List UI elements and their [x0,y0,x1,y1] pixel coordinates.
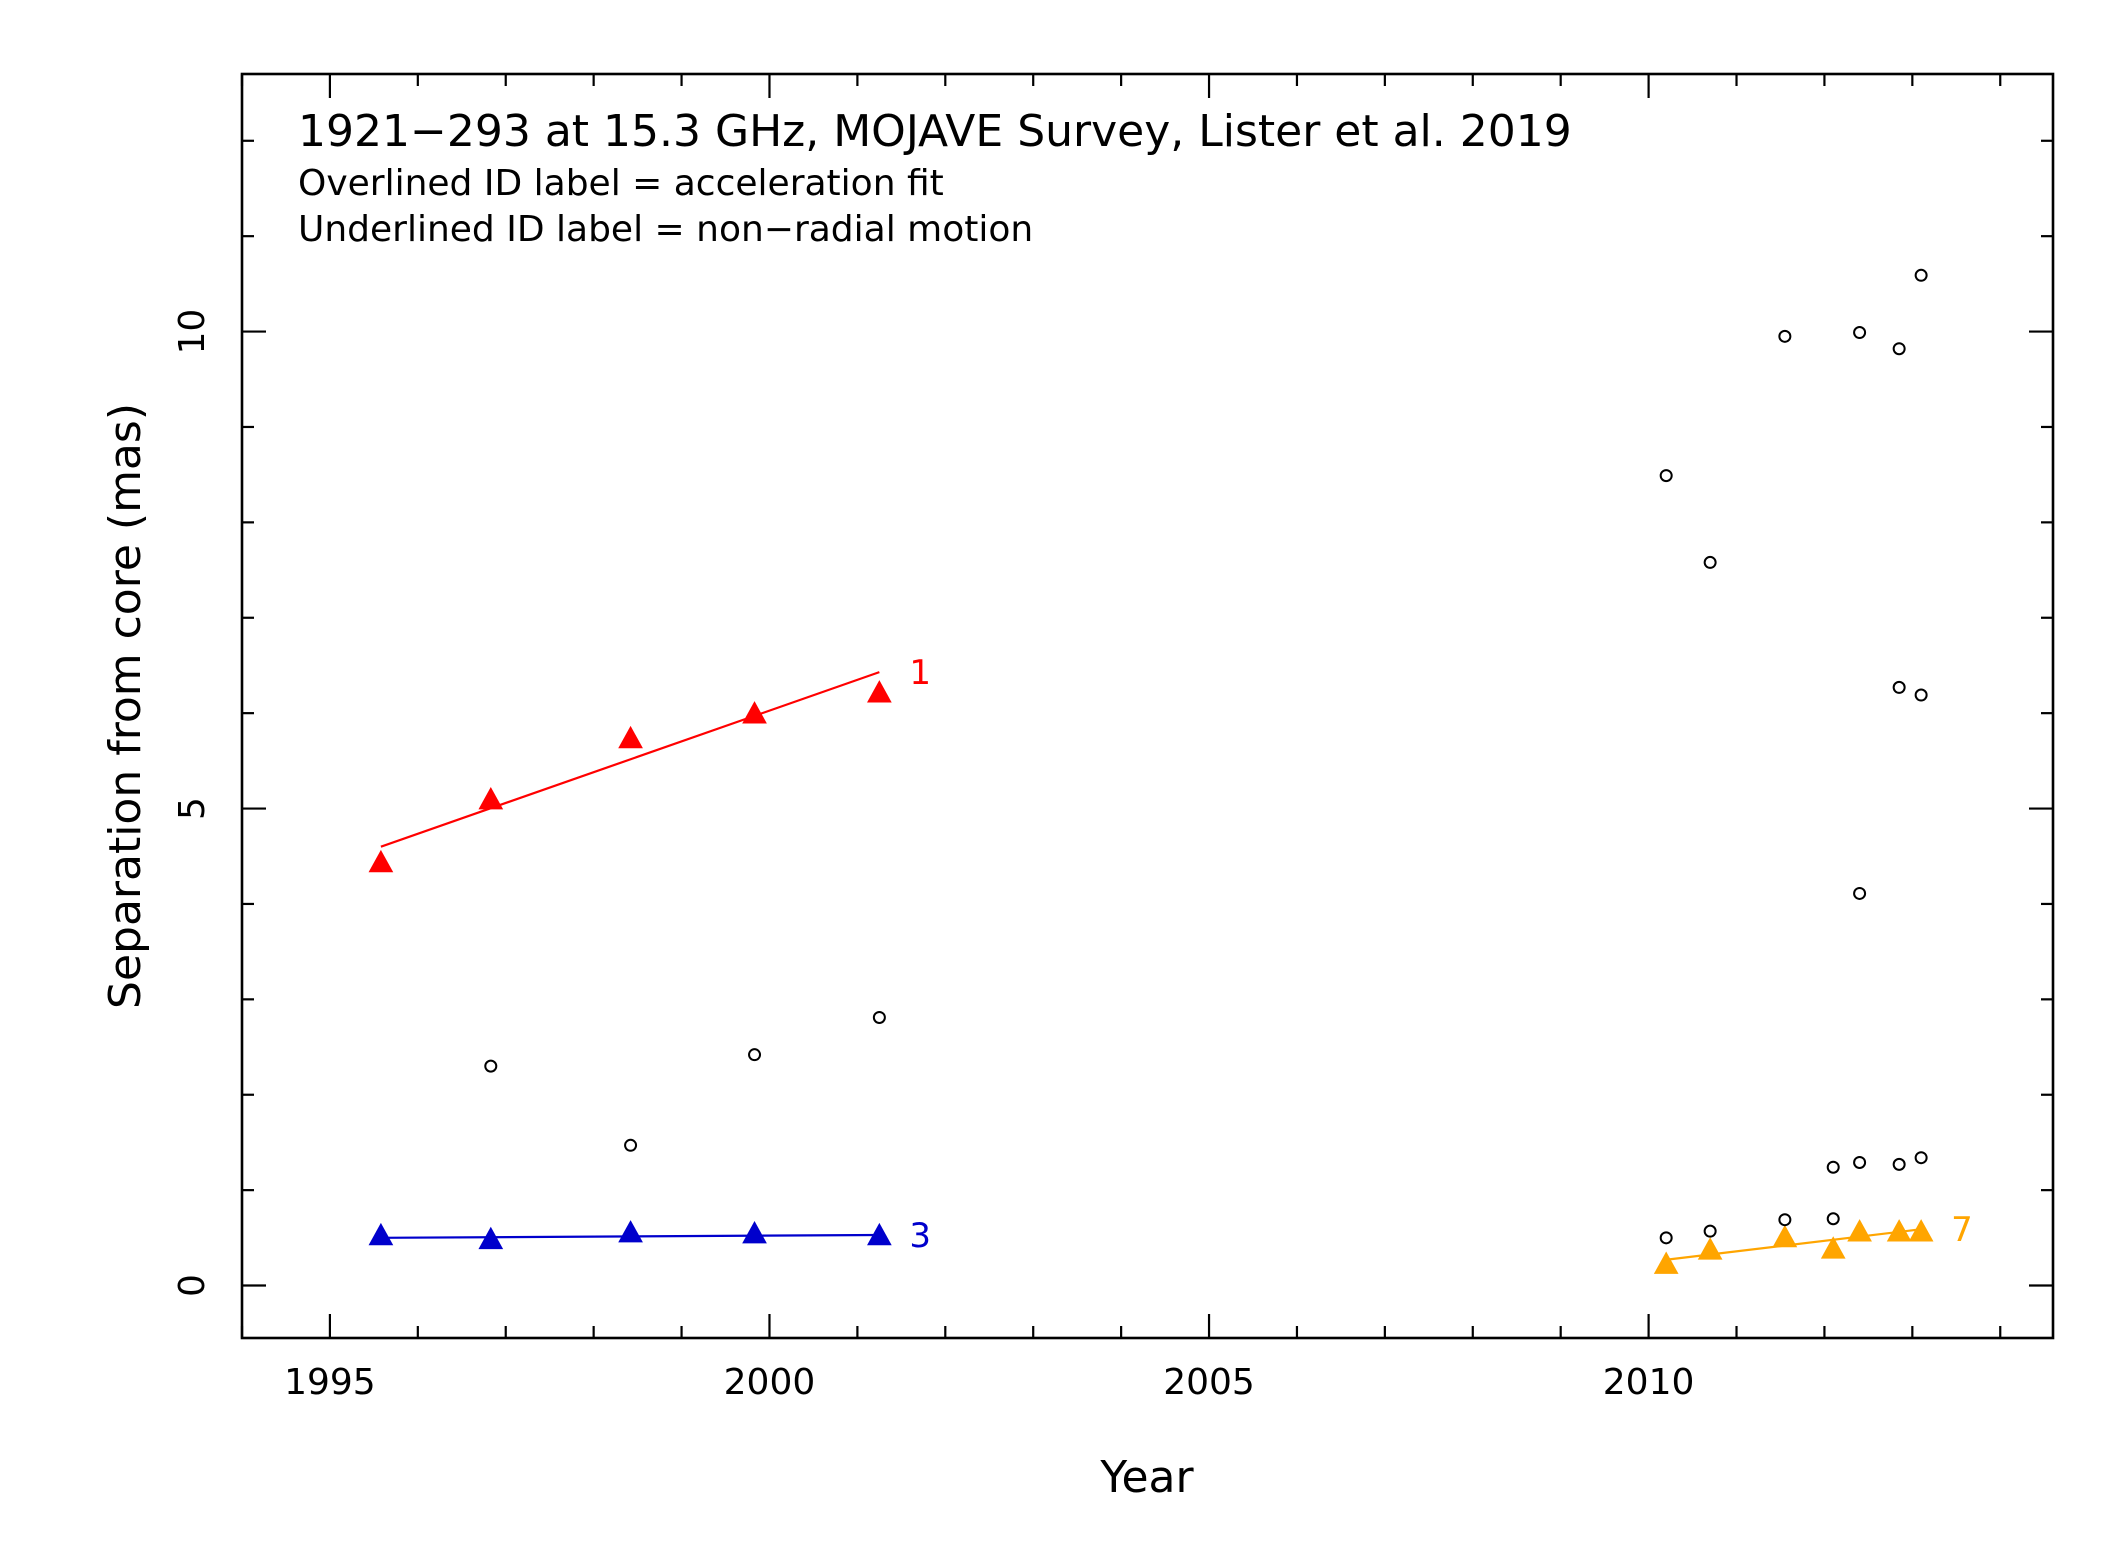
triangle-marker-7 [1820,1236,1846,1259]
x-tick-label: 2005 [1163,1362,1255,1403]
circle-marker [1853,326,1867,340]
circle-marker [1853,886,1867,900]
circle-marker [624,1138,638,1152]
triangle-marker-1 [867,680,892,703]
circle-marker [1778,329,1792,343]
triangle-marker-1 [742,701,767,724]
circle-marker [484,1059,498,1073]
annotation-overlined: Overlined ID label = acceleration fit [298,163,944,204]
circle-marker [1826,1160,1840,1174]
circle-marker [1914,1151,1928,1165]
circle-marker [748,1048,762,1062]
data-points [368,268,1934,1274]
y-tick-label: 5 [172,797,213,820]
y-tick-label: 10 [172,309,213,355]
circle-marker [1914,268,1928,282]
x-axis-label: Year [1099,1452,1194,1503]
annotation-underlined: Underlined ID label = non−radial motion [298,209,1033,250]
y-axis-label: Separation from core (mas) [100,403,151,1009]
axis-ticks [240,74,2053,1338]
circle-marker [1778,1213,1792,1227]
x-tick-label: 1995 [284,1362,376,1403]
plot-frame [240,72,2055,1340]
triangle-marker-3 [368,1222,394,1246]
triangle-marker-7 [1847,1219,1872,1242]
triangle-marker-7 [1653,1251,1679,1274]
y-tick-label: 0 [172,1274,213,1297]
triangle-marker-1 [368,849,394,873]
fit-lines [380,671,1922,1261]
circle-marker [1659,469,1673,483]
circle-marker [872,1010,886,1024]
triangle-marker-3 [867,1222,892,1246]
x-tick-label: 2010 [1603,1362,1695,1403]
circle-marker [1914,688,1928,702]
triangle-marker-3 [618,1220,643,1243]
circle-marker [1703,555,1717,569]
chart-title: 1921−293 at 15.3 GHz, MOJAVE Survey, Lis… [298,106,1572,157]
circle-marker [1659,1231,1673,1245]
fit-line-1 [380,671,880,848]
series-id-label: 1 [909,653,931,693]
triangle-marker-7 [1886,1219,1912,1242]
triangle-marker-3 [478,1226,504,1250]
series-labels: 1 3 7 [909,653,1972,1256]
triangle-marker-1 [618,725,643,749]
circle-marker [1892,342,1906,356]
triangle-marker-7 [1908,1219,1934,1242]
circle-marker [1826,1212,1840,1226]
circle-marker [1892,680,1906,694]
circle-marker [1703,1224,1717,1238]
series-id-label: 7 [1951,1210,1973,1250]
circle-marker [1853,1155,1867,1169]
tick-labels: 1995 2000 2005 2010 0 5 10 [172,309,1694,1403]
circle-marker [1892,1157,1906,1171]
triangle-marker-1 [478,786,504,810]
triangle-marker-7 [1697,1237,1723,1260]
x-tick-label: 2000 [724,1362,816,1403]
triangle-marker-7 [1772,1224,1798,1248]
triangle-marker-3 [742,1221,767,1244]
series-id-label: 3 [909,1216,931,1256]
